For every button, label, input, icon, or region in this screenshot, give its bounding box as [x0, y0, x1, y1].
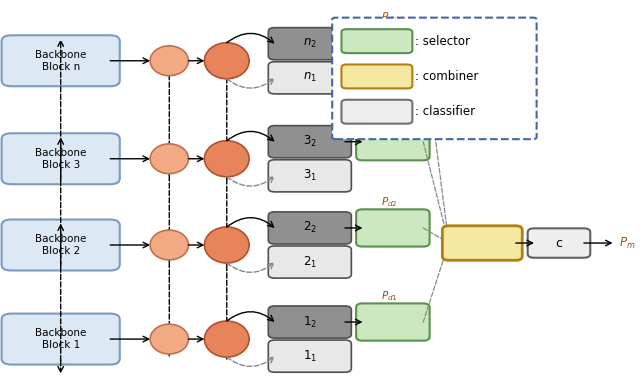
FancyBboxPatch shape [356, 123, 429, 160]
Text: $P_{d3}$: $P_{d3}$ [381, 109, 398, 122]
FancyBboxPatch shape [1, 220, 120, 270]
FancyBboxPatch shape [268, 62, 351, 94]
Text: Backbone
Block 2: Backbone Block 2 [35, 234, 86, 256]
Ellipse shape [204, 43, 249, 79]
FancyBboxPatch shape [268, 246, 351, 278]
FancyBboxPatch shape [342, 100, 412, 124]
FancyBboxPatch shape [268, 28, 351, 60]
Text: : classifier: : classifier [415, 105, 476, 118]
FancyBboxPatch shape [1, 133, 120, 184]
Text: Backbone
Block 3: Backbone Block 3 [35, 148, 86, 170]
FancyBboxPatch shape [1, 35, 120, 86]
Text: $3_2$: $3_2$ [303, 134, 317, 149]
Text: c: c [556, 236, 563, 250]
FancyBboxPatch shape [356, 25, 429, 62]
Ellipse shape [150, 46, 188, 76]
FancyBboxPatch shape [268, 306, 351, 338]
Text: : selector: : selector [415, 34, 470, 48]
FancyBboxPatch shape [442, 226, 522, 260]
Ellipse shape [204, 141, 249, 177]
Text: $1_2$: $1_2$ [303, 314, 317, 330]
Text: $2_1$: $2_1$ [303, 254, 317, 270]
Text: $P_m$: $P_m$ [619, 236, 636, 250]
FancyBboxPatch shape [1, 314, 120, 365]
Text: Backbone
Block 1: Backbone Block 1 [35, 328, 86, 350]
Ellipse shape [150, 230, 188, 260]
Text: Backbone
Block n: Backbone Block n [35, 50, 86, 72]
FancyBboxPatch shape [356, 303, 429, 341]
Ellipse shape [204, 321, 249, 357]
Text: $P_{dn}$: $P_{dn}$ [381, 11, 398, 24]
Text: $P_{d2}$: $P_{d2}$ [381, 195, 398, 209]
FancyBboxPatch shape [268, 212, 351, 244]
FancyBboxPatch shape [268, 340, 351, 372]
FancyBboxPatch shape [268, 126, 351, 158]
Text: $P_{d1}$: $P_{d1}$ [381, 289, 398, 303]
Text: $3_1$: $3_1$ [303, 168, 317, 183]
Ellipse shape [150, 324, 188, 354]
Text: $1_1$: $1_1$ [303, 348, 317, 364]
FancyBboxPatch shape [342, 65, 412, 89]
FancyBboxPatch shape [356, 209, 429, 247]
FancyBboxPatch shape [527, 228, 590, 258]
Text: : combiner: : combiner [415, 70, 479, 83]
Ellipse shape [150, 144, 188, 174]
Text: $n_1$: $n_1$ [303, 71, 317, 84]
Text: $n_2$: $n_2$ [303, 37, 317, 50]
FancyBboxPatch shape [268, 160, 351, 192]
Text: $2_2$: $2_2$ [303, 220, 317, 236]
FancyBboxPatch shape [332, 18, 536, 139]
Ellipse shape [204, 227, 249, 263]
FancyBboxPatch shape [342, 29, 412, 53]
